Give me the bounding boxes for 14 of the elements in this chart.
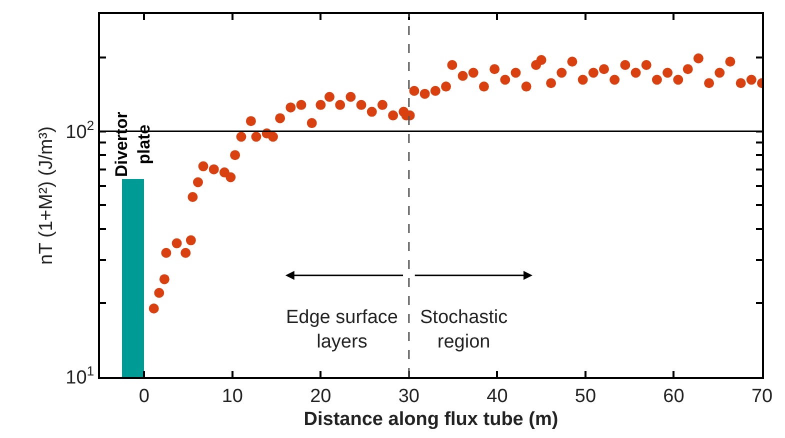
x-tick-label: 0 xyxy=(138,386,150,407)
x-tick-label: 10 xyxy=(222,386,243,407)
x-tick-label: 70 xyxy=(751,386,773,407)
y-tick-label: 10$^{1}$ xyxy=(66,364,94,389)
x-tick-label: 20 xyxy=(310,386,332,407)
y-axis-title: nT (1+M²) (J/m³) xyxy=(36,126,58,265)
annotation: Stochastic region xyxy=(420,307,508,353)
x-tick-label: 60 xyxy=(663,386,684,407)
x-tick-label: 30 xyxy=(398,386,420,407)
x-tick-label: 50 xyxy=(574,386,596,407)
x-tick-label: 40 xyxy=(486,386,508,407)
y-tick-label: 10$^{2}$ xyxy=(66,118,94,143)
annotation: Edge surface layers xyxy=(286,307,398,353)
x-axis-title: Distance along flux tube (m) xyxy=(304,409,558,430)
